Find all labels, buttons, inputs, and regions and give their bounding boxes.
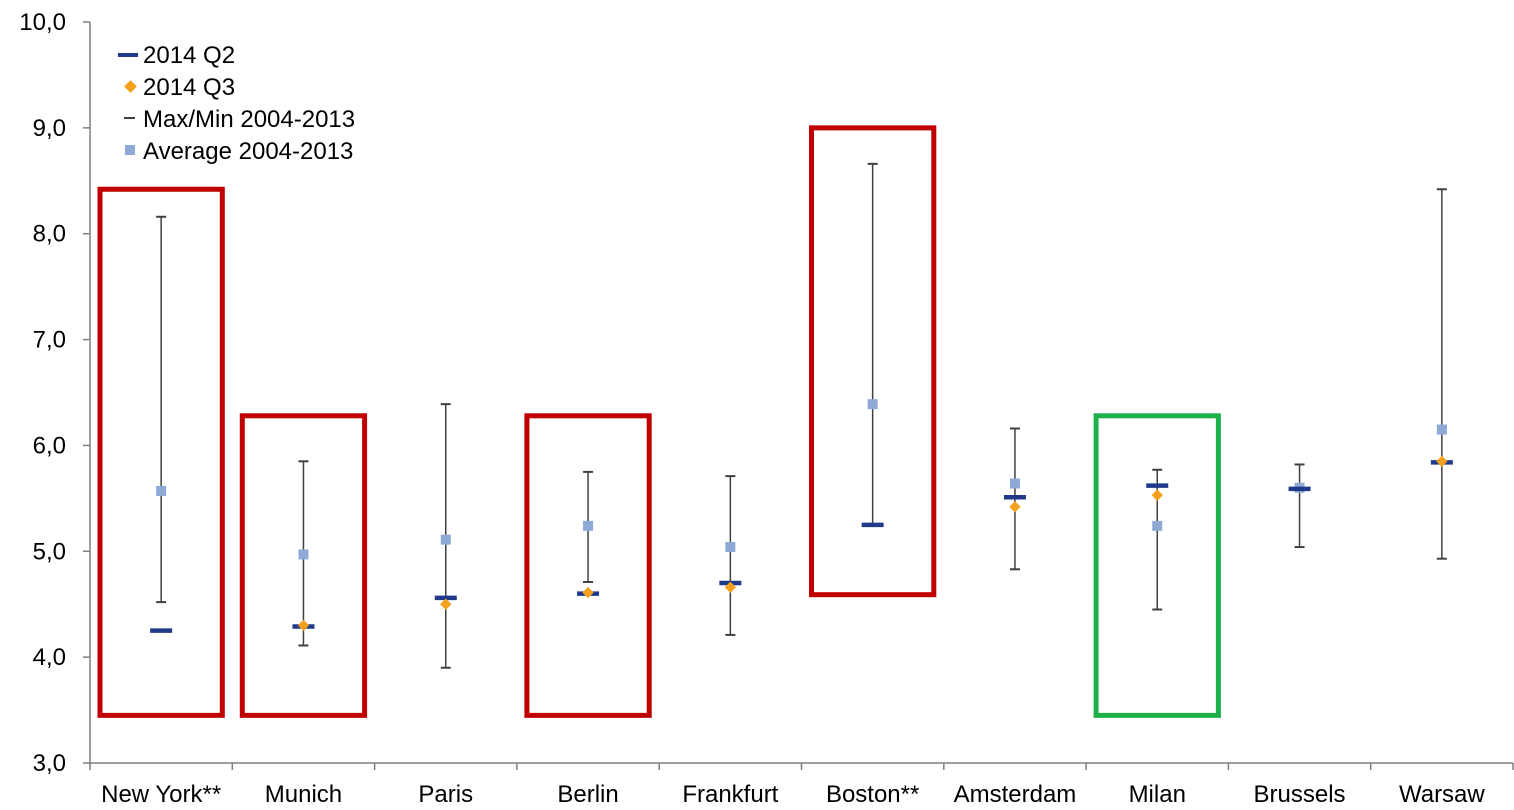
y-tick-label: 8,0 [33, 221, 66, 248]
average-point [440, 534, 451, 545]
x-tick-label: Paris [418, 781, 473, 808]
highlight-box [809, 125, 937, 598]
legend: 2014 Q2 2014 Q3 Max/Min 2004-2013 Averag… [118, 42, 355, 165]
legend-label-q3: 2014 Q3 [143, 74, 235, 101]
x-tick-label: Munich [265, 781, 342, 808]
q3-point [297, 619, 310, 632]
average-point [1009, 478, 1020, 489]
axes: 3,0 4,0 5,0 6,0 7,0 8,0 9,0 10,0 New York** Munic… [19, 9, 1514, 808]
y-tick-label: 4,0 [33, 644, 66, 671]
x-tick-label: Warsaw [1399, 781, 1485, 808]
q3-point [582, 586, 594, 599]
average-point [867, 399, 878, 410]
highlight-box [524, 413, 652, 718]
q3-point [1151, 489, 1163, 501]
average-point [298, 549, 309, 560]
average-point [725, 542, 736, 553]
legend-marker-q3 [124, 80, 137, 93]
x-tick-label: Milan [1129, 781, 1186, 808]
average-point [583, 520, 594, 531]
y-tick-label: 3,0 [33, 750, 66, 777]
highlight-box [1093, 413, 1221, 718]
y-tick-label: 10,0 [19, 9, 66, 36]
q3-point [724, 581, 737, 593]
x-tick-label: Boston** [826, 781, 919, 808]
x-tick-label: Berlin [557, 781, 618, 808]
legend-label-average: Average 2004-2013 [143, 138, 353, 165]
y-tick-label: 6,0 [33, 432, 66, 459]
x-tick-label: Brussels [1254, 781, 1346, 808]
q3-point [440, 598, 452, 610]
average-point [1152, 520, 1163, 531]
average-point [156, 485, 167, 496]
legend-label-q2: 2014 Q2 [143, 42, 235, 69]
x-tick-label: New York** [101, 781, 221, 808]
highlight-box [239, 413, 368, 718]
q3-point [1009, 501, 1021, 513]
y-tick-label: 5,0 [33, 538, 66, 565]
x-tick-label: Frankfurt [682, 781, 778, 808]
x-tick-label: Amsterdam [954, 781, 1077, 808]
legend-marker-average [125, 145, 135, 155]
average-point [1436, 424, 1447, 435]
legend-label-maxmin: Max/Min 2004-2013 [143, 106, 355, 133]
q3-point [1436, 455, 1448, 467]
y-tick-label: 7,0 [33, 327, 66, 354]
highlight-boxes [97, 125, 1221, 718]
chart-marks [150, 162, 1453, 669]
y-tick-label: 9,0 [33, 115, 66, 142]
highlight-box [97, 186, 225, 718]
